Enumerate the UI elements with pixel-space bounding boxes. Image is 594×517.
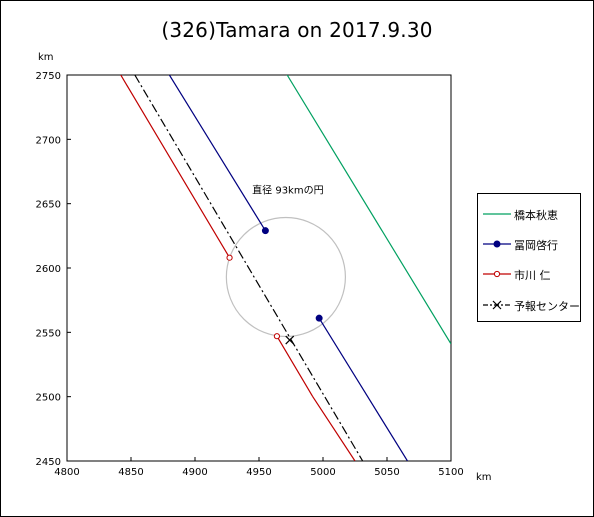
series-2-marker-0: [226, 254, 233, 261]
series-1-line-1: [318, 317, 408, 461]
series-2-line-2: [312, 396, 356, 461]
series-1-line-0: [168, 75, 266, 232]
legend-item: 市川 仁: [478, 264, 580, 284]
legend-swatch-marker: [492, 300, 502, 310]
x-tick-label: 5050: [374, 467, 399, 478]
x-tick-label: 4950: [246, 467, 271, 478]
legend-swatch: [483, 300, 511, 310]
x-tick-label: 4850: [118, 467, 143, 478]
shadow-circle: [225, 216, 347, 338]
legend: 橋本秋恵冨岡啓行市川 仁予報センター: [477, 193, 581, 322]
plot-content: [120, 75, 451, 461]
x-tick-label: 4800: [54, 467, 79, 478]
y-tick-label: 2450: [36, 457, 61, 468]
series-2-line-1: [276, 335, 314, 397]
legend-swatch: [483, 213, 511, 215]
legend-label: 市川 仁: [514, 269, 551, 282]
series-0-line-0: [286, 75, 451, 345]
legend-swatch: [483, 270, 511, 278]
legend-label: 冨岡啓行: [514, 239, 558, 252]
x-tick-label: 5000: [310, 467, 335, 478]
legend-swatch-marker: [493, 270, 501, 278]
y-tick-label: 2650: [36, 200, 61, 211]
legend-label: 橋本秋恵: [514, 209, 558, 222]
y-unit-label: km: [38, 52, 54, 63]
legend-item: 予報センター: [478, 295, 580, 315]
series-3-marker: [285, 335, 295, 345]
legend-item: 冨岡啓行: [478, 234, 580, 254]
y-tick-label: 2700: [36, 135, 61, 146]
plot-area: [66, 74, 452, 462]
y-tick-label: 2600: [36, 264, 61, 275]
series-2-line-0: [120, 75, 231, 259]
series-3-line-0: [134, 75, 364, 461]
legend-item: 橋本秋恵: [478, 204, 580, 224]
circle-label: 直径 93kmの円: [252, 183, 323, 196]
y-tick-label: 2550: [36, 328, 61, 339]
x-unit-label: km: [476, 472, 492, 483]
x-tick-label: 4900: [182, 467, 207, 478]
x-tick-label: 5100: [438, 467, 463, 478]
y-tick-label: 2750: [36, 71, 61, 82]
y-tick-label: 2500: [36, 393, 61, 404]
legend-swatch: [483, 240, 511, 248]
series-1-marker-1: [315, 314, 323, 322]
legend-swatch-marker: [493, 240, 501, 248]
series-1-marker-0: [261, 227, 269, 235]
series-2-marker-1: [273, 333, 281, 340]
chart-title: (326)Tamara on 2017.9.30: [161, 18, 433, 42]
legend-label: 予報センター: [514, 300, 580, 313]
